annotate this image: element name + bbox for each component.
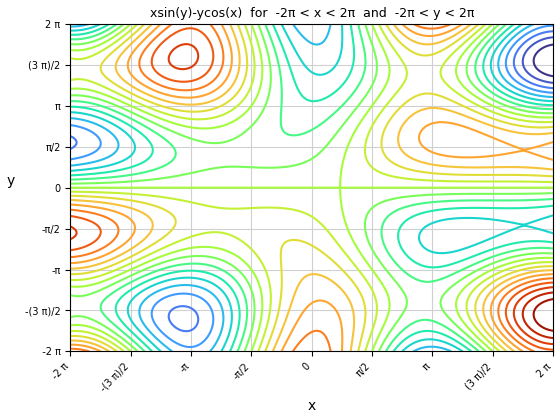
X-axis label: x: x: [307, 399, 316, 413]
Title: xsin(y)-ycos(x)  for  -2π < x < 2π  and  -2π < y < 2π: xsin(y)-ycos(x) for -2π < x < 2π and -2π…: [150, 7, 474, 20]
Y-axis label: y: y: [7, 173, 15, 188]
